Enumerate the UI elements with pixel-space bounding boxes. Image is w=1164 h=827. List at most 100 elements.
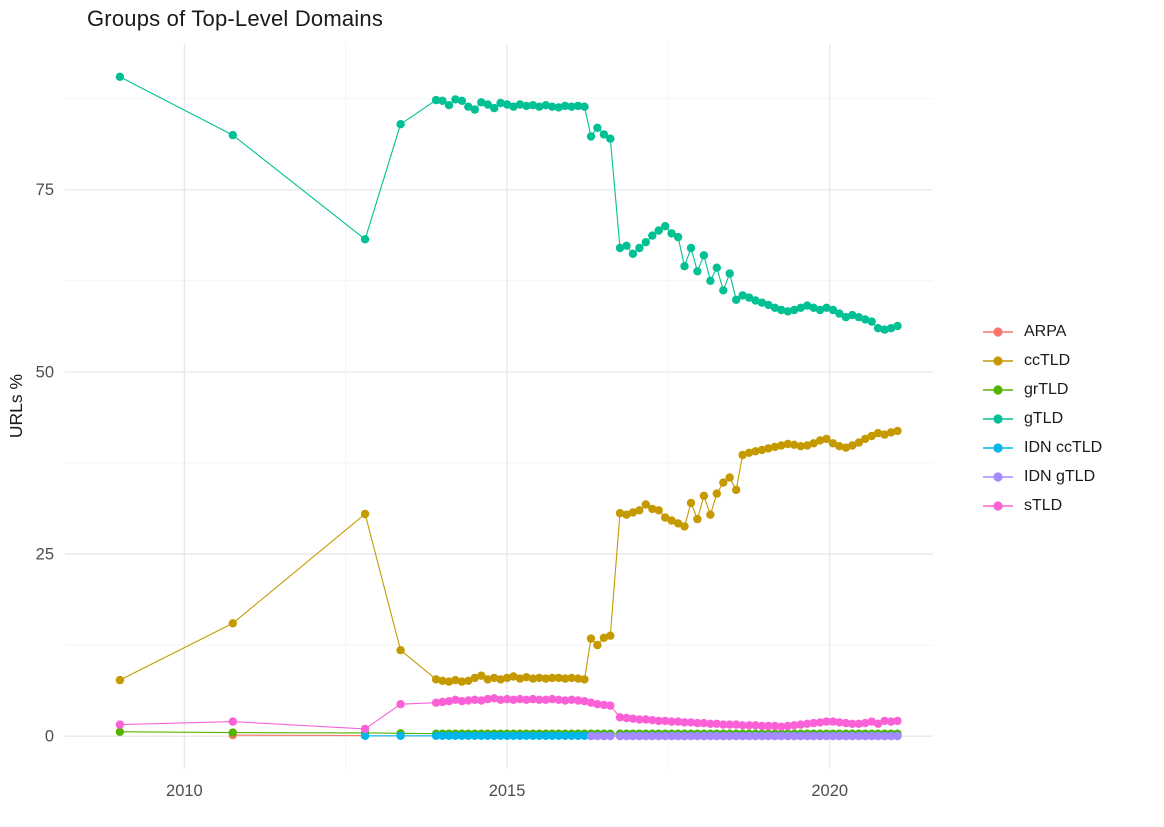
data-point: [712, 719, 721, 728]
data-point: [828, 731, 838, 741]
data-point: [573, 674, 583, 683]
series-line-gtld: [119, 76, 898, 331]
data-point: [835, 718, 844, 727]
data-point: [464, 102, 473, 111]
data-point: [470, 673, 479, 683]
data-point: [490, 694, 499, 703]
data-point: [654, 731, 663, 741]
y-tick-label: 50: [36, 363, 54, 381]
data-point: [360, 235, 370, 244]
data-point: [560, 101, 570, 111]
data-point: [522, 695, 531, 704]
data-point: [541, 674, 550, 683]
data-point: [803, 301, 812, 310]
data-point: [648, 716, 657, 725]
data-point: [635, 243, 644, 253]
legend-key-icon: [983, 384, 1013, 395]
data-point: [396, 646, 405, 655]
data-point: [451, 95, 460, 104]
data-point: [783, 721, 792, 731]
data-point: [628, 731, 638, 741]
data-point: [606, 701, 615, 710]
data-point: [228, 619, 237, 628]
data-point: [567, 695, 576, 704]
data-point: [706, 276, 715, 285]
data-point: [686, 718, 696, 727]
data-point: [444, 101, 454, 110]
data-point: [606, 631, 615, 640]
data-point: [464, 696, 473, 705]
legend-key-icon: [983, 471, 1013, 482]
data-point: [757, 731, 767, 741]
data-point: [803, 731, 812, 741]
data-point: [893, 716, 902, 726]
data-point: [515, 731, 525, 740]
data-point: [796, 720, 805, 729]
data-point: [693, 514, 702, 524]
data-point: [719, 286, 728, 295]
data-point: [673, 519, 683, 528]
data-point: [777, 305, 786, 315]
data-point: [541, 695, 550, 704]
data-point: [706, 510, 715, 519]
data-point: [854, 438, 863, 447]
data-point: [535, 102, 544, 111]
legend-key-icon: [983, 500, 1013, 511]
data-point: [770, 721, 780, 731]
data-point: [673, 731, 683, 741]
data-point: [822, 303, 831, 312]
data-point: [738, 721, 747, 730]
legend-label: IDN ccTLD: [1024, 438, 1103, 456]
legend-item-stld: sTLD: [982, 491, 1102, 520]
x-axis-tick-labels: 2010 2015 2020: [166, 782, 848, 800]
data-point: [861, 434, 870, 444]
data-point: [628, 714, 638, 723]
data-point: [886, 428, 896, 437]
data-point: [635, 715, 644, 724]
data-point: [648, 731, 657, 741]
data-point: [680, 522, 689, 531]
data-point: [580, 675, 589, 684]
data-point: [815, 305, 825, 315]
data-point: [548, 102, 557, 111]
data-point: [673, 717, 683, 726]
gridlines-major: [65, 44, 933, 769]
data-point: [886, 717, 896, 726]
data-point: [751, 296, 760, 305]
data-point: [490, 731, 499, 740]
data-point: [648, 231, 657, 240]
y-axis-tick-labels: 0 25 50 75: [36, 181, 54, 745]
data-point: [667, 516, 676, 525]
data-point: [796, 442, 805, 451]
data-point: [586, 634, 596, 643]
y-axis-title: URLs %: [6, 374, 26, 438]
data-point: [809, 718, 818, 728]
data-point: [712, 263, 721, 272]
data-point: [699, 491, 709, 500]
legend-key-icon: [983, 413, 1013, 424]
data-point: [680, 718, 689, 727]
legend-label: IDN gTLD: [1024, 467, 1096, 485]
data-point: [744, 731, 754, 741]
data-point: [815, 718, 825, 727]
data-point: [880, 731, 889, 741]
data-point: [548, 673, 557, 683]
data-point: [790, 305, 799, 315]
data-point: [599, 700, 609, 710]
data-point: [822, 717, 831, 726]
data-point: [841, 731, 851, 741]
data-point: [744, 448, 754, 457]
data-point: [444, 731, 454, 740]
series-line-cctld: [119, 430, 898, 683]
data-point: [680, 731, 689, 741]
data-point: [541, 731, 550, 740]
data-point: [622, 713, 631, 723]
data-point: [841, 313, 851, 322]
data-point: [699, 718, 709, 728]
data-point: [438, 96, 447, 106]
data-point: [757, 445, 767, 455]
data-point: [661, 222, 670, 231]
data-point: [757, 721, 767, 731]
data-point: [515, 100, 525, 109]
data-point: [873, 731, 883, 741]
